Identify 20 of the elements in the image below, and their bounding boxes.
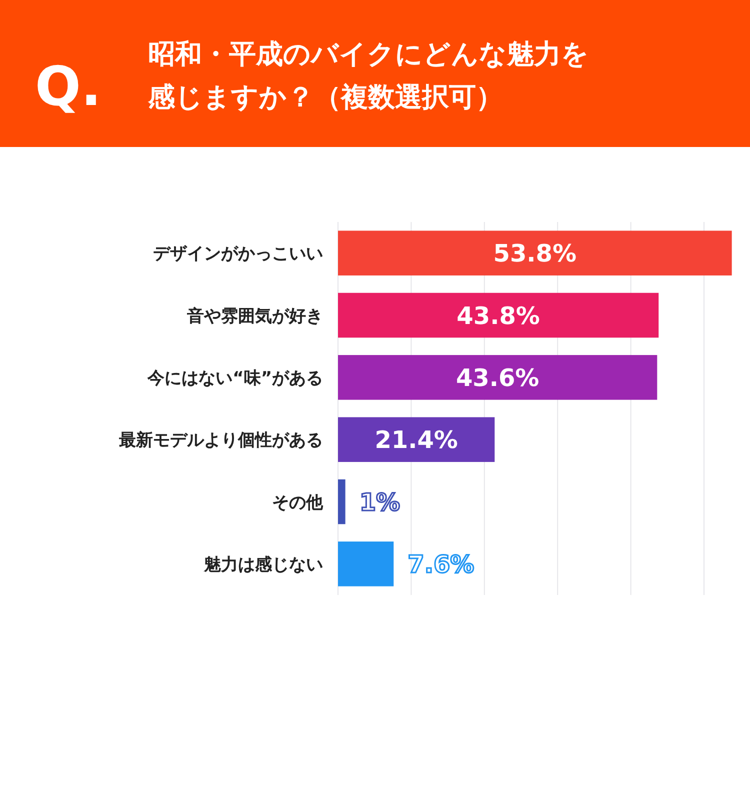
y-tick-label: 音や雰囲気が好き <box>186 306 323 326</box>
data-label: 21.4% <box>374 426 458 454</box>
y-tick-label: デザインがかっこいい <box>153 244 323 264</box>
bar <box>338 355 658 400</box>
bar <box>338 417 495 462</box>
text: Q. <box>35 55 102 118</box>
data-label: 43.8% <box>456 302 540 330</box>
chart-title: 昭和・平成のバイクにどんな魅力を感じますか？（複数選択可） <box>147 39 589 113</box>
data-label: 7.6% <box>408 550 474 579</box>
data-label: 1% <box>359 488 400 516</box>
y-tick-label: 今にはない“味”がある <box>146 368 323 389</box>
data-label: 53.8% <box>493 240 577 268</box>
y-tick-label: その他 <box>272 492 324 513</box>
y-tick-label: 魅力は感じない <box>203 555 323 576</box>
bar <box>338 542 394 586</box>
data-label: 43.6% <box>456 364 540 392</box>
bar <box>338 479 346 524</box>
bar <box>338 230 732 276</box>
y-tick-label: 最新モデルより個性がある <box>118 430 323 451</box>
bar <box>338 292 659 338</box>
